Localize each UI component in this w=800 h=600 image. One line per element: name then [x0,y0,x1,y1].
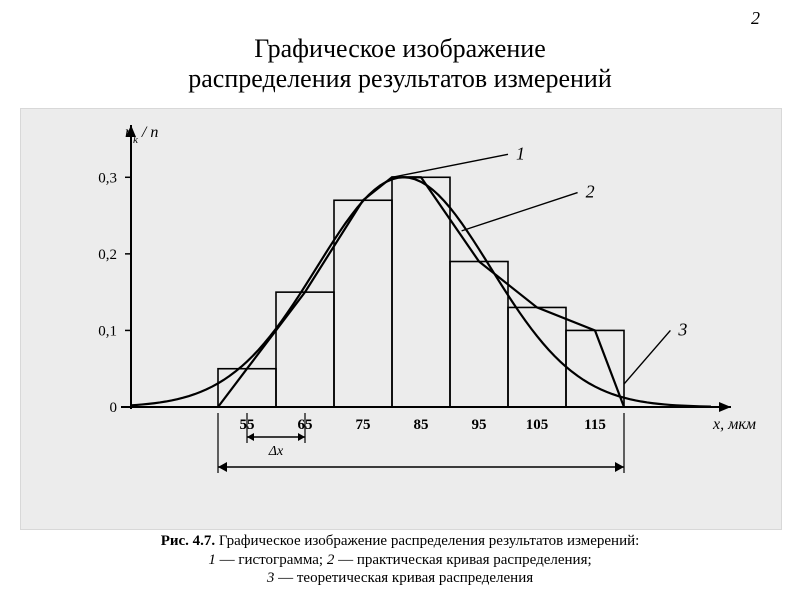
page-number: 2 [751,8,760,29]
caption-item3-txt: — теоретическая кривая распределения [274,570,533,586]
svg-text:115: 115 [584,417,606,433]
caption-item1-txt: — гистограмма; [216,552,327,568]
svg-text:3: 3 [677,319,687,339]
svg-text:Δx: Δx [268,444,284,459]
title-line-2: распределения результатов измерений [188,64,611,93]
page-title: Графическое изображение распределения ре… [0,34,800,94]
svg-text:0: 0 [110,400,118,416]
svg-text:105: 105 [526,417,549,433]
caption-item1-num: 1 [208,552,216,568]
caption-item2-txt: — практическая кривая распределения; [334,552,591,568]
distribution-chart: 00,10,20,35565758595105115x, мкмnk / nΔx… [21,109,781,527]
caption-main: Графическое изображение распределения ре… [219,533,639,549]
caption-fig-number: Рис. 4.7. [161,533,215,549]
svg-text:x, мкм: x, мкм [712,416,756,433]
svg-text:0,1: 0,1 [98,323,117,339]
svg-text:0,2: 0,2 [98,247,117,263]
svg-text:2: 2 [586,182,595,202]
svg-text:75: 75 [356,417,371,433]
title-line-1: Графическое изображение [254,34,546,63]
svg-text:95: 95 [472,417,487,433]
svg-text:85: 85 [414,417,429,433]
figure-panel: 00,10,20,35565758595105115x, мкмnk / nΔx… [20,108,782,530]
svg-text:0,3: 0,3 [98,170,117,186]
svg-text:1: 1 [516,143,525,163]
figure-caption: Рис. 4.7. Графическое изображение распре… [20,532,780,588]
